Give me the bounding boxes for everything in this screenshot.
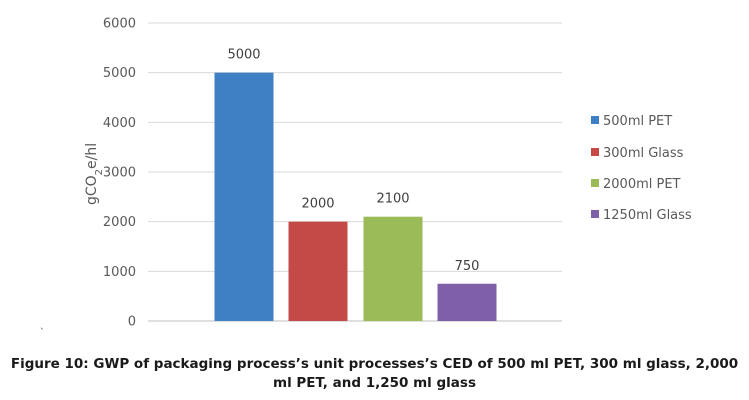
legend-swatch bbox=[591, 210, 599, 218]
gridlines bbox=[148, 22, 562, 322]
y-axis-label: gCO2e/hl bbox=[84, 143, 105, 205]
y-tick-label: 3000 bbox=[103, 166, 136, 181]
legend-label: 2000ml PET bbox=[603, 177, 681, 192]
legend-label: 500ml PET bbox=[603, 114, 672, 129]
caption-line-2: ml PET, and 1,250 ml glass bbox=[273, 375, 476, 391]
legend-label: 1250ml Glass bbox=[603, 208, 692, 223]
y-axis-ticks: 0 1000 2000 3000 4000 5000 6000 bbox=[103, 17, 136, 330]
y-tick-label: 6000 bbox=[103, 17, 136, 32]
y-tick-label: 0 bbox=[128, 315, 136, 330]
chart: 0 1000 2000 3000 4000 5000 6000 5000 2000 2100 75… bbox=[84, 17, 692, 330]
y-tick-label: 2000 bbox=[103, 215, 136, 230]
y-tick-label: 1000 bbox=[103, 265, 136, 280]
bar-2000ml-pet bbox=[363, 216, 423, 321]
stray-mark: ` bbox=[40, 328, 45, 338]
caption-line-1: Figure 10: GWP of packaging process’s un… bbox=[10, 356, 739, 372]
bars bbox=[214, 72, 497, 322]
legend: 500ml PET 300ml Glass 2000ml PET 1250ml Gla… bbox=[591, 114, 692, 223]
legend-label: 300ml Glass bbox=[603, 146, 684, 161]
bar-500ml-pet bbox=[214, 72, 274, 322]
y-tick-label: 4000 bbox=[103, 116, 136, 131]
data-label: 750 bbox=[455, 259, 480, 274]
figure-caption: Figure 10: GWP of packaging process’s un… bbox=[0, 355, 749, 393]
legend-swatch bbox=[591, 148, 599, 156]
legend-swatch bbox=[591, 116, 599, 124]
data-label: 5000 bbox=[227, 48, 260, 63]
y-tick-label: 5000 bbox=[103, 66, 136, 81]
bar-300ml-glass bbox=[288, 221, 348, 321]
data-label: 2100 bbox=[376, 192, 409, 207]
data-label: 2000 bbox=[301, 197, 334, 212]
bar-1250ml-glass bbox=[437, 283, 497, 321]
legend-swatch bbox=[591, 179, 599, 187]
data-labels: 5000 2000 2100 750 bbox=[227, 48, 479, 274]
